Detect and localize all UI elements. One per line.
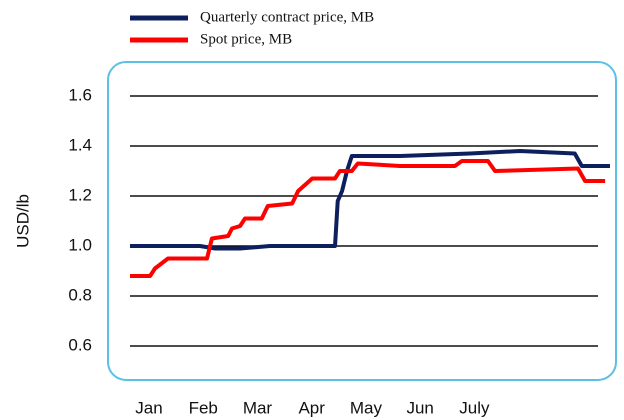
x-tick-label: Mar: [243, 398, 273, 417]
x-tick-label: Feb: [189, 398, 218, 417]
y-tick-label: 0.6: [68, 335, 92, 354]
legend-label: Spot price, MB: [200, 31, 292, 47]
y-tick-label: 1.6: [68, 85, 92, 104]
legend-label: Quarterly contract price, MB: [200, 9, 374, 25]
x-tick-label: July: [459, 398, 490, 417]
y-tick-label: 0.8: [68, 285, 92, 304]
y-tick-label: 1.4: [68, 135, 92, 154]
x-tick-label: May: [350, 398, 383, 417]
series-line: [130, 149, 610, 251]
x-tick-label: Jun: [406, 398, 433, 417]
y-tick-label: 1.0: [68, 235, 92, 254]
y-tick-label: 1.2: [68, 185, 92, 204]
series-line: [130, 159, 606, 278]
y-axis-label: USD/lb: [13, 194, 32, 248]
x-tick-label: Apr: [298, 398, 325, 417]
plot-frame: [107, 61, 617, 381]
x-tick-label: Jan: [135, 398, 162, 417]
